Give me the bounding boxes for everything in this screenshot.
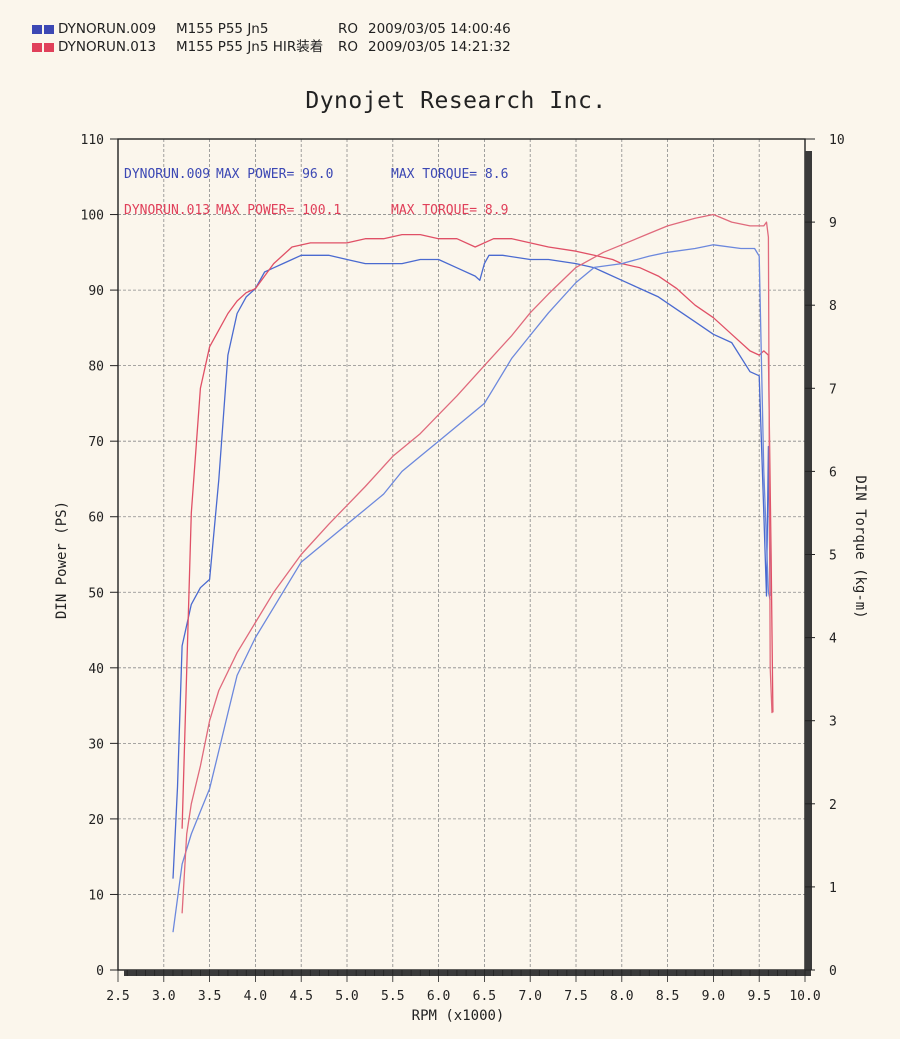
- y2-tick-label: 3: [829, 715, 837, 730]
- x-tick-label: 6.5: [473, 989, 496, 1004]
- x-tick-label: 3.0: [152, 989, 175, 1004]
- y2-tick-label: 2: [829, 798, 837, 813]
- x-tick-label: 10.0: [789, 989, 820, 1004]
- y2-tick-label: 6: [829, 465, 837, 480]
- legend-file: DYNORUN.013: [58, 39, 157, 55]
- series-torque-dynorun-009: [172, 254, 771, 879]
- y2-tick-label: 0: [829, 964, 837, 979]
- y2-tick-label: 5: [829, 549, 837, 564]
- run-013-swatch: [32, 42, 58, 52]
- y-tick-label: 0: [96, 964, 104, 979]
- right-border-shadow: [805, 151, 812, 970]
- annotation-max-torque: MAX TORQUE= 8.6: [391, 167, 508, 182]
- x-tick-label: 4.5: [289, 989, 312, 1004]
- y2-tick-label: 4: [829, 632, 837, 647]
- max-annotations: DYNORUN.009 MAX POWER= 96.0 MAX TORQUE= 8.…: [124, 167, 508, 218]
- run-009-swatch: [32, 24, 58, 34]
- legend-description: M155 P55 Jn5: [176, 21, 269, 37]
- y2-tick-label: 7: [829, 382, 837, 397]
- series-power-dynorun-009: [172, 244, 771, 933]
- legend-timestamp: 2009/03/05 14:21:32: [368, 39, 511, 55]
- series-torque-dynorun-013: [181, 233, 774, 829]
- annotation-max-torque: MAX TORQUE= 8.9: [391, 203, 508, 218]
- x-tick-label: 7.5: [564, 989, 587, 1004]
- x-tick-label: 9.0: [702, 989, 725, 1004]
- y-tick-label: 40: [88, 662, 104, 677]
- x-tick-label: 4.0: [244, 989, 267, 1004]
- plot-border: [117, 138, 806, 971]
- x-tick-label: 8.5: [656, 989, 679, 1004]
- x-tick-label: 7.0: [518, 989, 541, 1004]
- grid-lines: [118, 139, 805, 970]
- annotation-max-power: MAX POWER= 96.0: [216, 167, 333, 182]
- annotation-max-power: MAX POWER= 100.1: [216, 203, 341, 218]
- chart-title: Dynojet Research Inc.: [305, 88, 607, 114]
- y2-tick-label: 1: [829, 881, 837, 896]
- x-tick-label: 6.0: [427, 989, 450, 1004]
- x-tick-label: 8.0: [610, 989, 633, 1004]
- series-power-dynorun-013: [181, 213, 773, 914]
- tick-labels: 2.5 3.0 3.5 4.0 4.5 5.0 5.5 6.0 6.5 7.0 7.5 8.0 8.5 9…: [81, 133, 845, 1004]
- x-axis-label: RPM (x1000): [412, 1008, 505, 1024]
- run-legend: DYNORUN.009 M155 P55 Jn5 RO 2009/03/05 1…: [32, 20, 511, 56]
- y-tick-label: 100: [81, 209, 104, 224]
- y-tick-label: 110: [81, 133, 104, 148]
- y-tick-label: 20: [88, 813, 104, 828]
- bottom-border-shadow: [124, 970, 811, 976]
- y-tick-label: 70: [88, 435, 104, 450]
- annotation-run: DYNORUN.013: [124, 203, 210, 218]
- annotation-run: DYNORUN.009: [124, 167, 210, 182]
- y2-tick-label: 10: [829, 133, 845, 148]
- y2-tick-label: 9: [829, 216, 837, 231]
- x-tick-label: 9.5: [747, 989, 770, 1004]
- y-tick-label: 60: [88, 511, 104, 526]
- y-tick-label: 30: [88, 737, 104, 752]
- y2-axis-label: DIN Torque (kg-m): [852, 475, 868, 618]
- legend-row-run-009: DYNORUN.009 M155 P55 Jn5 RO 2009/03/05 1…: [32, 20, 511, 38]
- series-lines: [172, 213, 774, 933]
- y-tick-label: 90: [88, 284, 104, 299]
- legend-row-run-013: DYNORUN.013 M155 P55 Jn5 HIR装着 RO 2009/0…: [32, 38, 511, 56]
- legend-mode: RO: [338, 21, 359, 37]
- legend-timestamp: 2009/03/05 14:00:46: [368, 21, 511, 37]
- x-tick-label: 3.5: [198, 989, 221, 1004]
- x-tick-label: 2.5: [106, 989, 129, 1004]
- y-axis-label: DIN Power (PS): [54, 501, 70, 619]
- y-tick-label: 80: [88, 360, 104, 375]
- y2-tick-label: 8: [829, 299, 837, 314]
- x-tick-label: 5.0: [335, 989, 358, 1004]
- x-tick-label: 5.5: [381, 989, 404, 1004]
- y-tick-label: 10: [88, 888, 104, 903]
- y-tick-label: 50: [88, 586, 104, 601]
- plot-frame: [117, 138, 812, 976]
- legend-file: DYNORUN.009: [58, 21, 157, 37]
- legend-mode: RO: [338, 39, 359, 55]
- legend-description: M155 P55 Jn5 HIR装着: [176, 39, 324, 55]
